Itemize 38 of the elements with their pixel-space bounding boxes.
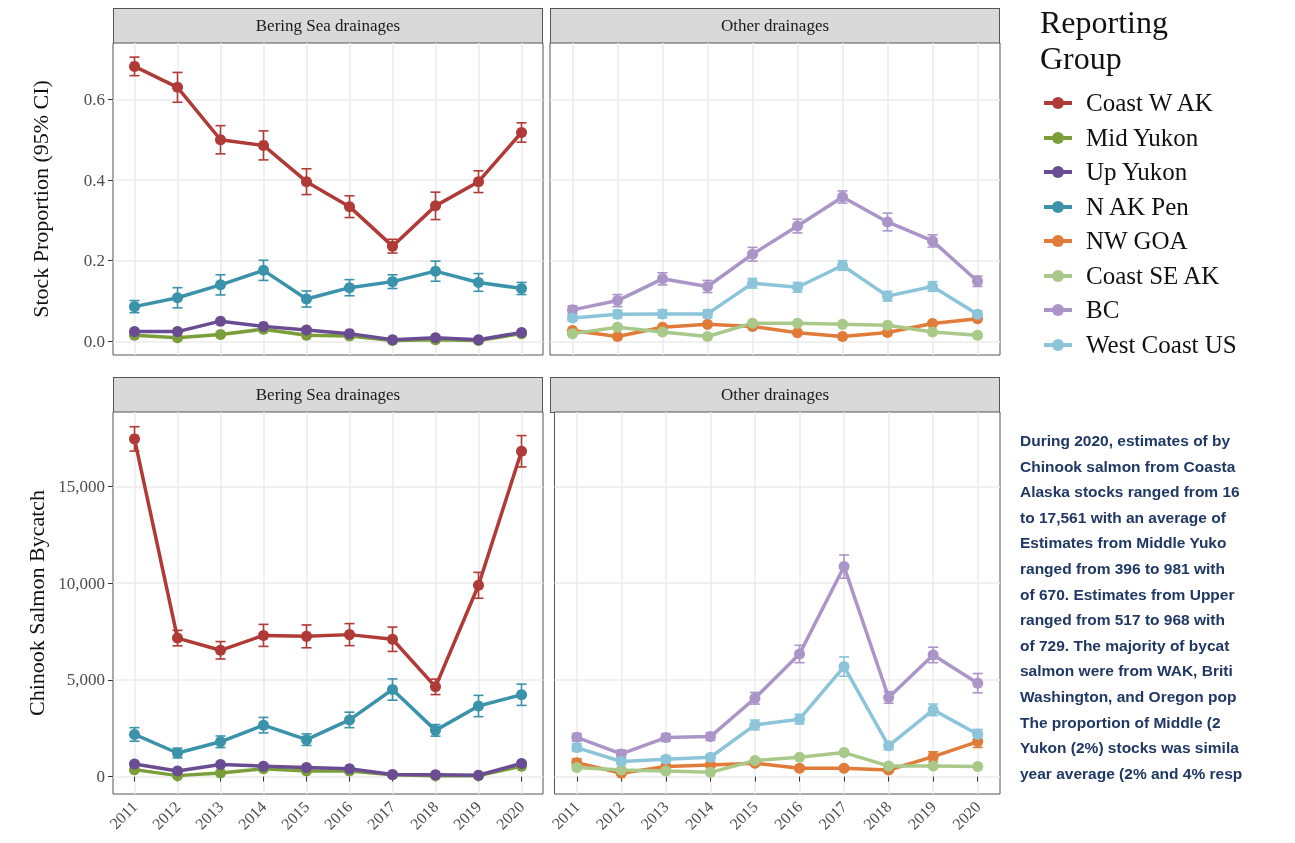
legend-title: Reporting Group — [1040, 4, 1169, 76]
text: During 2020, estimates of by — [1020, 431, 1232, 451]
y-tick-label: 0.0 — [83, 331, 105, 351]
text: Chinook salmon from Coasta — [1020, 456, 1237, 477]
chart-title: Bering Sea drainages — [113, 8, 543, 44]
y-tick-label: 0 — [96, 767, 105, 787]
legend-label: N AK Pen — [1086, 191, 1189, 222]
text: Yukon (2%) stocks was simila — [1020, 738, 1240, 759]
y-axis-title: Stock Proportion (95% CI) — [27, 80, 53, 318]
legend-label: Coast SE AK — [1086, 260, 1220, 291]
legend-label: NW GOA — [1086, 226, 1188, 256]
y-tick-label: 0.2 — [83, 251, 105, 271]
chart-title: Other drainages — [550, 8, 1000, 44]
legend-label: Mid Yukon — [1086, 122, 1199, 153]
y-tick-label: 0.4 — [83, 170, 106, 190]
legend-label: West Coast US — [1086, 329, 1237, 360]
text: The proportion of Middle (2 — [1020, 712, 1222, 733]
text: of 729. The majority of bycat — [1020, 635, 1231, 656]
legend-label: Up Yukon — [1086, 157, 1188, 187]
chart-title: Bering Sea drainages — [113, 377, 543, 413]
y-tick-label: 5,000 — [66, 670, 105, 690]
text: Alaska stocks ranged from 16 — [1020, 482, 1241, 503]
y-tick-label: 10,000 — [58, 573, 105, 593]
text: to 17,561 with an average of — [1020, 507, 1227, 528]
text: of 670. Estimates from Upper — [1020, 584, 1236, 605]
y-tick-label: 15,000 — [58, 476, 105, 496]
text: year average (2% and 4% resp — [1020, 763, 1243, 784]
x-tick-label: 2011 — [548, 797, 583, 833]
legend-label: Coast W AK — [1086, 88, 1213, 118]
y-axis-title: Chinook Salmon Bycatch — [23, 489, 49, 717]
text: Washington, and Oregon pop — [1020, 686, 1238, 707]
chart-title: Other drainages — [550, 377, 1000, 413]
legend-label: BC — [1086, 295, 1120, 325]
text: Estimates from Middle Yuko — [1020, 533, 1228, 554]
text: ranged from 517 to 968 with — [1020, 610, 1226, 631]
text: salmon were from WAK, Briti — [1020, 661, 1234, 682]
text: ranged from 396 to 981 with — [1020, 558, 1226, 579]
y-tick-label: 0.6 — [83, 89, 105, 109]
